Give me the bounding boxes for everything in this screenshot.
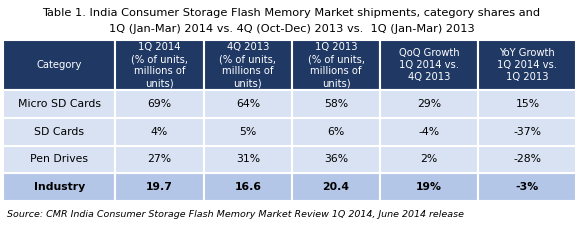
Bar xyxy=(380,173,478,201)
Bar xyxy=(204,146,292,173)
Bar xyxy=(478,173,576,201)
Bar xyxy=(204,40,292,91)
Bar xyxy=(115,173,204,201)
Bar xyxy=(115,146,204,173)
Bar xyxy=(292,173,380,201)
Bar xyxy=(3,146,115,173)
Text: 1Q 2013
(% of units,
millions of
units): 1Q 2013 (% of units, millions of units) xyxy=(308,42,365,88)
Text: 31%: 31% xyxy=(236,155,260,165)
Text: SD Cards: SD Cards xyxy=(34,127,84,137)
Text: 1Q (Jan-Mar) 2014 vs. 4Q (Oct-Dec) 2013 vs.  1Q (Jan-Mar) 2013: 1Q (Jan-Mar) 2014 vs. 4Q (Oct-Dec) 2013 … xyxy=(108,24,474,34)
Text: 20.4: 20.4 xyxy=(323,182,350,192)
Text: Source: CMR India Consumer Storage Flash Memory Market Review 1Q 2014, June 2014: Source: CMR India Consumer Storage Flash… xyxy=(7,210,464,219)
Text: 36%: 36% xyxy=(324,155,348,165)
Bar xyxy=(3,40,115,91)
Text: 29%: 29% xyxy=(417,99,441,109)
Bar xyxy=(478,91,576,118)
Text: -4%: -4% xyxy=(419,127,440,137)
Text: 1Q 2014
(% of units,
millions of
units): 1Q 2014 (% of units, millions of units) xyxy=(131,42,188,88)
Bar xyxy=(3,173,115,201)
Text: 27%: 27% xyxy=(148,155,171,165)
Bar xyxy=(115,40,204,91)
Bar xyxy=(292,91,380,118)
Bar xyxy=(204,91,292,118)
Text: Table 1. India Consumer Storage Flash Memory Market shipments, category shares a: Table 1. India Consumer Storage Flash Me… xyxy=(42,8,541,18)
Bar xyxy=(380,118,478,146)
Text: 16.6: 16.6 xyxy=(234,182,261,192)
Text: 19%: 19% xyxy=(416,182,443,192)
Bar xyxy=(478,146,576,173)
Bar xyxy=(380,91,478,118)
Bar xyxy=(3,91,115,118)
Text: QoQ Growth
1Q 2014 vs.
4Q 2013: QoQ Growth 1Q 2014 vs. 4Q 2013 xyxy=(399,48,460,82)
Text: 2%: 2% xyxy=(421,155,438,165)
Text: 6%: 6% xyxy=(328,127,344,137)
Text: 19.7: 19.7 xyxy=(146,182,173,192)
Text: 5%: 5% xyxy=(239,127,256,137)
Text: Pen Drives: Pen Drives xyxy=(30,155,88,165)
Bar xyxy=(478,40,576,91)
Bar xyxy=(3,118,115,146)
Bar xyxy=(380,40,478,91)
Text: 15%: 15% xyxy=(515,99,539,109)
Text: -37%: -37% xyxy=(514,127,541,137)
Bar xyxy=(115,91,204,118)
Text: 64%: 64% xyxy=(236,99,260,109)
Bar xyxy=(292,146,380,173)
Text: 4%: 4% xyxy=(151,127,168,137)
Text: -3%: -3% xyxy=(516,182,539,192)
Bar xyxy=(115,118,204,146)
Text: 58%: 58% xyxy=(324,99,348,109)
Bar xyxy=(478,118,576,146)
Bar xyxy=(204,173,292,201)
Text: Category: Category xyxy=(36,60,82,70)
Bar xyxy=(292,40,380,91)
Text: -28%: -28% xyxy=(514,155,541,165)
Text: YoY Growth
1Q 2014 vs.
1Q 2013: YoY Growth 1Q 2014 vs. 1Q 2013 xyxy=(497,48,557,82)
Text: 69%: 69% xyxy=(148,99,171,109)
Text: Industry: Industry xyxy=(33,182,85,192)
Text: 4Q 2013
(% of units,
millions of
units): 4Q 2013 (% of units, millions of units) xyxy=(219,42,276,88)
Text: Micro SD Cards: Micro SD Cards xyxy=(18,99,100,109)
Bar xyxy=(380,146,478,173)
Bar xyxy=(204,118,292,146)
Bar xyxy=(292,118,380,146)
